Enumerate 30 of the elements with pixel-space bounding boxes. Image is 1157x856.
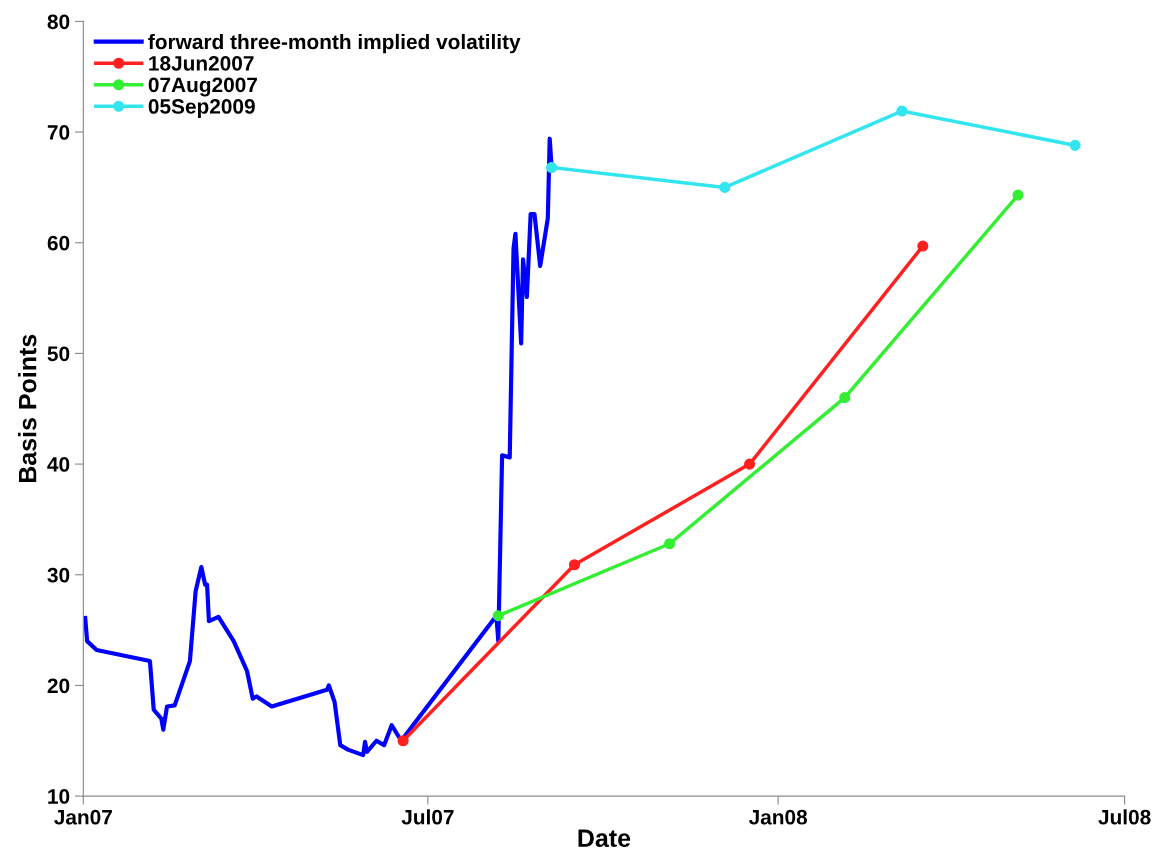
legend-label: 07Aug2007 — [148, 77, 257, 97]
point — [492, 610, 504, 622]
y-tick-label: 40 — [47, 457, 70, 472]
point — [397, 735, 409, 747]
legend-label: 05Sep2009 — [148, 99, 255, 118]
y-tick-label: 10 — [48, 789, 70, 804]
legend-label: forward three-month implied volatility — [148, 33, 521, 54]
y-tick-label: 50 — [47, 346, 70, 362]
point — [719, 181, 731, 193]
x-tick-label: Jul08 — [1098, 809, 1151, 825]
point — [896, 105, 908, 117]
x-axis-title: Date — [578, 829, 631, 848]
point — [1069, 139, 1081, 151]
point — [568, 559, 581, 571]
x-tick-label: Jul07 — [401, 809, 454, 825]
y-tick-label: 70 — [47, 125, 70, 140]
point — [664, 538, 676, 550]
legend-label: 18Jun2007 — [149, 55, 254, 71]
point — [546, 161, 558, 174]
y-tick-label: 60 — [47, 235, 70, 251]
point — [917, 240, 929, 252]
y-tick-label: 30 — [47, 567, 70, 583]
point — [744, 458, 756, 470]
x-tick-label: Jan07 — [54, 809, 112, 825]
x-tick-label: Jan08 — [748, 809, 808, 825]
y-tick-label: 80 — [47, 14, 70, 30]
y-tick-label: 20 — [47, 678, 70, 694]
point — [839, 392, 851, 404]
y-axis-title: Basis Points — [18, 334, 37, 483]
point — [1012, 189, 1024, 201]
